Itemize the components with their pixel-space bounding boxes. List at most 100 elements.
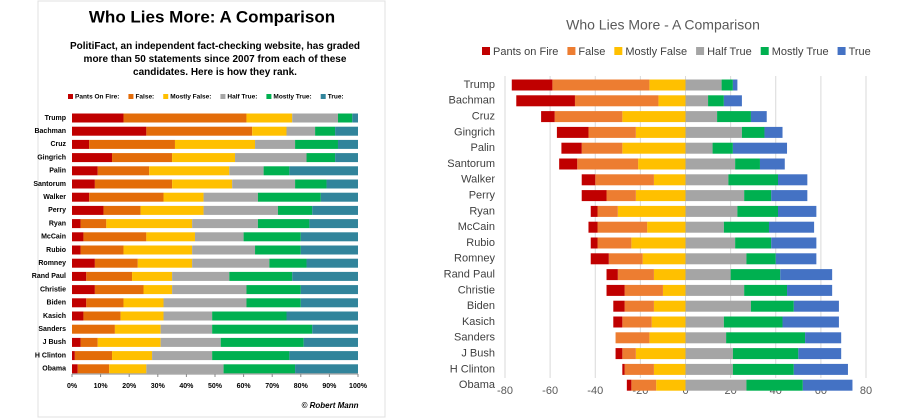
- bar-segment: [109, 364, 147, 374]
- bar-segment: [72, 285, 95, 295]
- bar-segment: [685, 284, 745, 296]
- category-label: Palin: [49, 168, 66, 175]
- category-label: Cruz: [472, 111, 495, 123]
- bar-segment: [263, 166, 290, 176]
- bar-segment: [658, 95, 686, 107]
- legend-swatch: [266, 94, 272, 99]
- legend-label: False:: [135, 94, 154, 101]
- bar-segment: [746, 253, 776, 265]
- bar-segment: [590, 253, 609, 265]
- bar-segment: [235, 153, 307, 163]
- legend-label: Pants On Fire:: [75, 94, 119, 101]
- bar-segment: [112, 351, 153, 361]
- category-label: Obama: [459, 379, 496, 391]
- bar-segment: [309, 219, 358, 229]
- bar-segment: [146, 126, 253, 136]
- bar-segment: [255, 139, 296, 149]
- bar-segment: [617, 205, 686, 217]
- x-tick-label: 80%: [294, 383, 309, 390]
- bar-segment: [72, 324, 115, 334]
- bar-segment: [775, 253, 817, 265]
- bar-segment: [685, 253, 747, 265]
- bar-segment: [735, 158, 760, 170]
- bar-segment: [732, 348, 799, 360]
- bar-segment: [229, 166, 264, 176]
- legend-swatch: [760, 47, 769, 55]
- bar-segment: [257, 219, 310, 229]
- bar-segment: [72, 337, 81, 347]
- bar-segment: [685, 363, 733, 375]
- legend-label: Mostly False: [625, 46, 687, 58]
- x-tick-label: 70%: [265, 383, 280, 390]
- bar-segment: [631, 379, 657, 391]
- bar-segment: [123, 113, 247, 123]
- bar-segment: [174, 139, 256, 149]
- bar-segment: [335, 153, 358, 163]
- legend-label: Mostly True: [772, 46, 829, 58]
- category-label: Walker: [461, 174, 495, 186]
- category-label: McCain: [41, 234, 66, 241]
- bar-segment: [581, 174, 596, 186]
- bar-segment: [516, 95, 575, 107]
- bar-segment: [123, 298, 164, 308]
- x-tick-label: -40: [587, 385, 603, 397]
- legend-swatch: [567, 47, 576, 55]
- bar-segment: [606, 269, 618, 281]
- bar-segment: [292, 271, 358, 281]
- bar-segment: [556, 126, 589, 138]
- legend-label: Mostly False:: [170, 94, 211, 101]
- legend-swatch: [837, 47, 846, 55]
- bar-segment: [622, 142, 686, 154]
- x-tick-label: 20%: [122, 383, 137, 390]
- bar-segment: [759, 158, 785, 170]
- bar-segment: [744, 284, 788, 296]
- bar-segment: [89, 139, 175, 149]
- bar-segment: [337, 113, 353, 123]
- bar-segment: [212, 311, 287, 321]
- bar-segment: [793, 300, 839, 312]
- bar-segment: [300, 232, 358, 242]
- legend-label: False: [578, 46, 605, 58]
- bar-segment: [312, 205, 358, 215]
- bar-segment: [140, 205, 204, 215]
- bar-segment: [303, 337, 358, 347]
- bar-segment: [561, 142, 582, 154]
- bar-segment: [286, 311, 358, 321]
- category-label: Ryan: [469, 205, 495, 217]
- category-label: Romney: [38, 260, 66, 267]
- category-label: McCain: [458, 221, 495, 233]
- bar-segment: [312, 324, 358, 334]
- category-label: Christie: [40, 286, 66, 293]
- category-label: H Clinton: [35, 352, 66, 359]
- bar-segment: [653, 269, 686, 281]
- category-label: Cruz: [50, 141, 66, 148]
- x-tick-label: -80: [497, 385, 513, 397]
- bar-segment: [606, 284, 625, 296]
- bar-segment: [622, 316, 652, 328]
- legend-swatch: [320, 94, 326, 99]
- bar-segment: [638, 158, 686, 170]
- legend-swatch: [482, 47, 490, 55]
- category-label: J Bush: [461, 348, 495, 360]
- legend-swatch: [696, 47, 705, 55]
- bar-segment: [97, 337, 161, 347]
- x-tick-label: 80: [860, 385, 872, 397]
- category-label: Rand Paul: [444, 269, 495, 281]
- bar-segment: [137, 258, 193, 268]
- bar-segment: [574, 95, 659, 107]
- bar-segment: [335, 126, 358, 136]
- bar-segment: [685, 126, 742, 138]
- bar-segment: [86, 298, 124, 308]
- bar-segment: [146, 364, 224, 374]
- category-label: Romney: [454, 253, 495, 265]
- bar-segment: [622, 363, 625, 375]
- bar-segment: [647, 221, 686, 233]
- x-tick-label: -60: [542, 385, 558, 397]
- bar-segment: [615, 348, 623, 360]
- bar-segment: [608, 253, 643, 265]
- bar-segment: [172, 271, 230, 281]
- bar-segment: [622, 348, 636, 360]
- bar-segment: [741, 126, 765, 138]
- bar-segment: [635, 126, 686, 138]
- bar-segment: [72, 351, 75, 361]
